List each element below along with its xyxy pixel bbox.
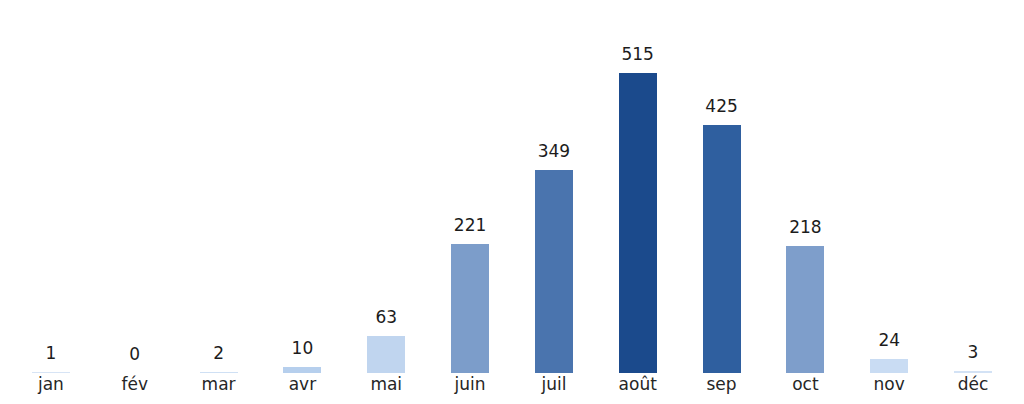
bar-sep (703, 125, 741, 373)
bar-value-label: 221 (428, 217, 512, 234)
bar-jan (32, 372, 70, 373)
chart-column-sep: 425 sep (680, 0, 764, 404)
bar-juin (451, 244, 489, 373)
x-tick-label: juin (428, 376, 512, 393)
bar-value-label: 3 (931, 344, 1015, 361)
bar-value-label: 24 (847, 332, 931, 349)
x-tick-label: déc (931, 376, 1015, 393)
x-tick-label: jan (9, 376, 93, 393)
bar-déc (954, 371, 992, 373)
x-tick-label: mar (177, 376, 261, 393)
bar-chart-plot-area: 1 jan0 fév2 mar 10 avr 63 mai 221 juin 349 juil 515 a… (0, 0, 1024, 404)
bar-chart: 1 jan0 fév2 mar 10 avr 63 mai 221 juin 349 juil 515 a… (0, 0, 1024, 404)
bar-value-label: 63 (344, 309, 428, 326)
bar-value-label: 0 (93, 346, 177, 363)
chart-column-mar: 2 mar (177, 0, 261, 404)
chart-column-juil: 349 juil (512, 0, 596, 404)
bar-oct (786, 246, 824, 373)
bar-value-label: 2 (177, 345, 261, 362)
x-tick-label: fév (93, 376, 177, 393)
chart-column-déc: 3 déc (931, 0, 1015, 404)
x-tick-label: mai (344, 376, 428, 393)
bar-août (619, 73, 657, 373)
bar-value-label: 349 (512, 143, 596, 160)
chart-column-mai: 63 mai (344, 0, 428, 404)
bar-value-label: 10 (260, 340, 344, 357)
x-tick-label: juil (512, 376, 596, 393)
chart-column-jan: 1 jan (9, 0, 93, 404)
chart-column-oct: 218 oct (763, 0, 847, 404)
chart-column-avr: 10 avr (260, 0, 344, 404)
bar-juil (535, 170, 573, 373)
x-tick-label: nov (847, 376, 931, 393)
x-tick-label: avr (260, 376, 344, 393)
bar-value-label: 1 (9, 345, 93, 362)
x-tick-label: août (596, 376, 680, 393)
bar-value-label: 425 (680, 98, 764, 115)
chart-column-fév: 0 fév (93, 0, 177, 404)
chart-column-août: 515 août (596, 0, 680, 404)
x-tick-label: oct (763, 376, 847, 393)
bar-value-label: 218 (763, 219, 847, 236)
chart-column-juin: 221 juin (428, 0, 512, 404)
bar-mai (367, 336, 405, 373)
bar-avr (283, 367, 321, 373)
bar-nov (870, 359, 908, 373)
x-tick-label: sep (680, 376, 764, 393)
bar-value-label: 515 (596, 46, 680, 63)
chart-column-nov: 24 nov (847, 0, 931, 404)
bar-mar (200, 372, 238, 373)
